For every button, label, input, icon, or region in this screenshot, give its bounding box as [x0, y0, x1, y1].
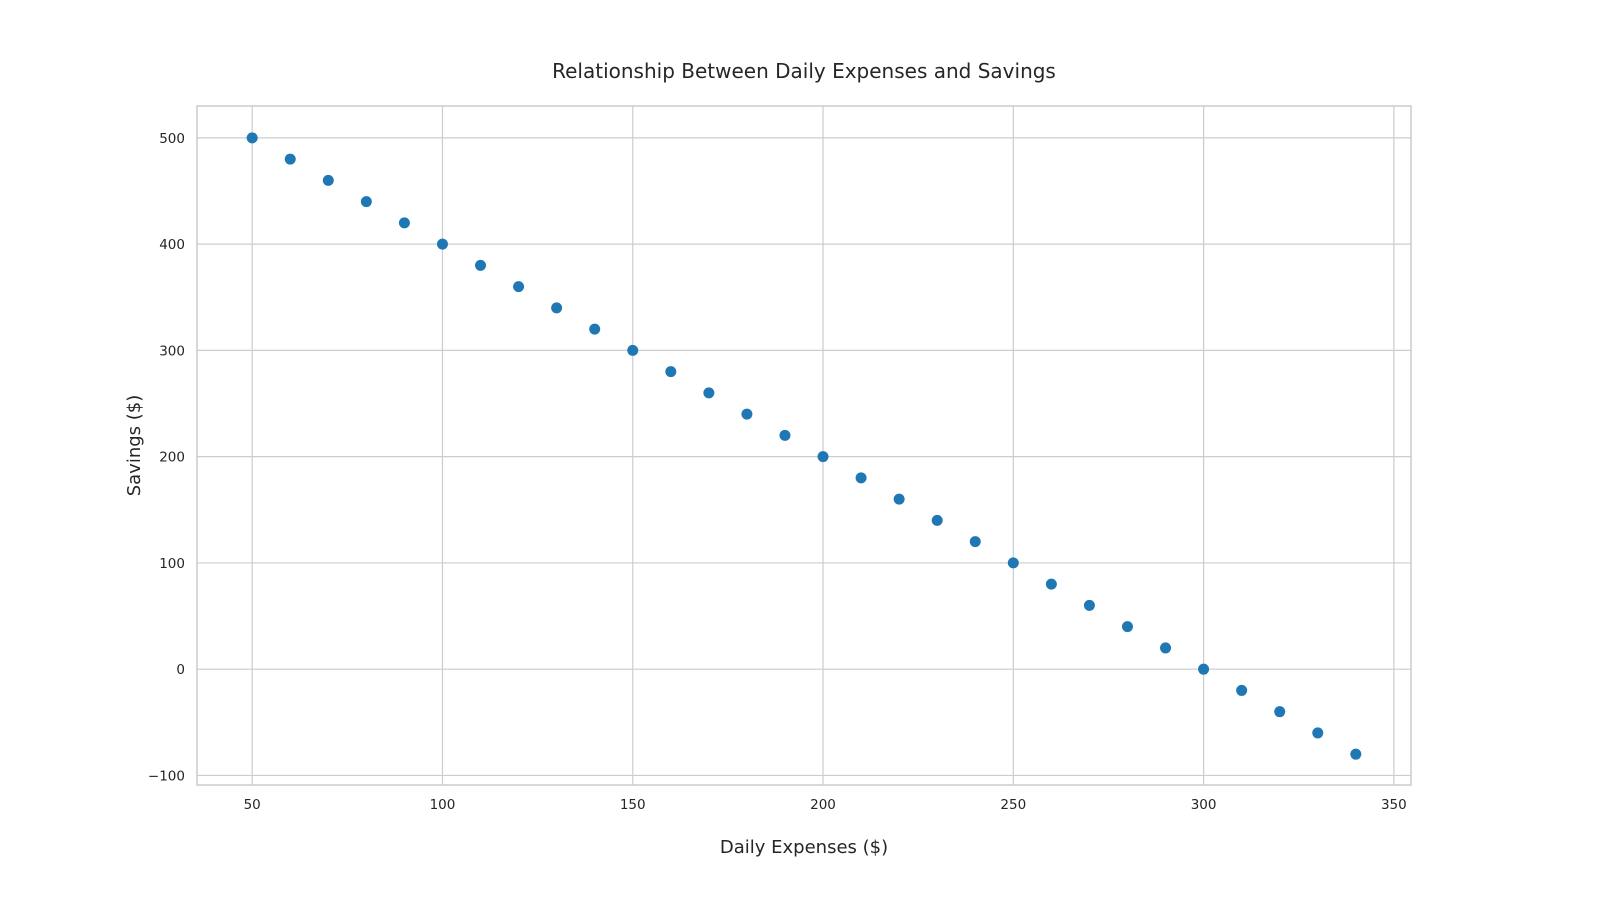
x-tick-label: 100: [430, 797, 456, 813]
data-point: [436, 238, 448, 250]
grid: [197, 106, 1411, 785]
data-point: [284, 153, 296, 165]
data-point: [1236, 684, 1248, 696]
data-points: [246, 132, 1362, 760]
y-axis-label: Savings ($): [124, 395, 145, 497]
data-point: [322, 174, 334, 186]
data-point: [855, 472, 867, 484]
y-tick-label: 200: [159, 450, 185, 466]
x-tick-label: 350: [1381, 797, 1407, 813]
y-tick-label: −100: [148, 768, 185, 784]
x-tick-label: 200: [810, 797, 836, 813]
data-point: [817, 451, 829, 463]
data-point: [475, 259, 487, 271]
data-point: [551, 302, 563, 314]
data-point: [627, 344, 639, 356]
plot-area-frame: [196, 105, 1412, 786]
data-point: [893, 493, 905, 505]
data-point: [1198, 663, 1210, 675]
data-point: [360, 196, 372, 208]
data-point: [779, 429, 791, 441]
data-point: [1350, 748, 1362, 760]
y-tick-label: 100: [159, 556, 185, 572]
x-tick-label: 50: [244, 797, 261, 813]
chart-title: Relationship Between Daily Expenses and …: [552, 59, 1056, 83]
x-tick-label: 300: [1191, 797, 1217, 813]
x-tick-label: 250: [1000, 797, 1026, 813]
data-point: [931, 514, 943, 526]
y-tick-label: 400: [159, 237, 185, 253]
x-tick-label: 150: [620, 797, 646, 813]
y-tick-label: 300: [159, 343, 185, 359]
data-point: [1121, 621, 1133, 633]
data-point: [246, 132, 258, 144]
y-tick-label: 0: [176, 662, 185, 678]
data-point: [1007, 557, 1019, 569]
x-axis-label: Daily Expenses ($): [720, 837, 888, 858]
data-point: [1274, 706, 1286, 718]
x-axis-ticks: 50 100 150 200 250 300 350: [244, 797, 1407, 813]
y-axis-ticks: −100 0 100 200 300 400 500: [148, 131, 185, 785]
data-point: [703, 387, 715, 399]
y-tick-label: 500: [159, 131, 185, 147]
data-point: [1160, 642, 1172, 654]
data-point: [1083, 599, 1095, 611]
data-point: [969, 536, 981, 548]
data-point: [589, 323, 601, 335]
data-point: [398, 217, 410, 229]
data-point: [665, 366, 677, 378]
data-point: [1045, 578, 1057, 590]
data-point: [741, 408, 753, 420]
data-point: [1312, 727, 1324, 739]
data-point: [513, 281, 525, 293]
